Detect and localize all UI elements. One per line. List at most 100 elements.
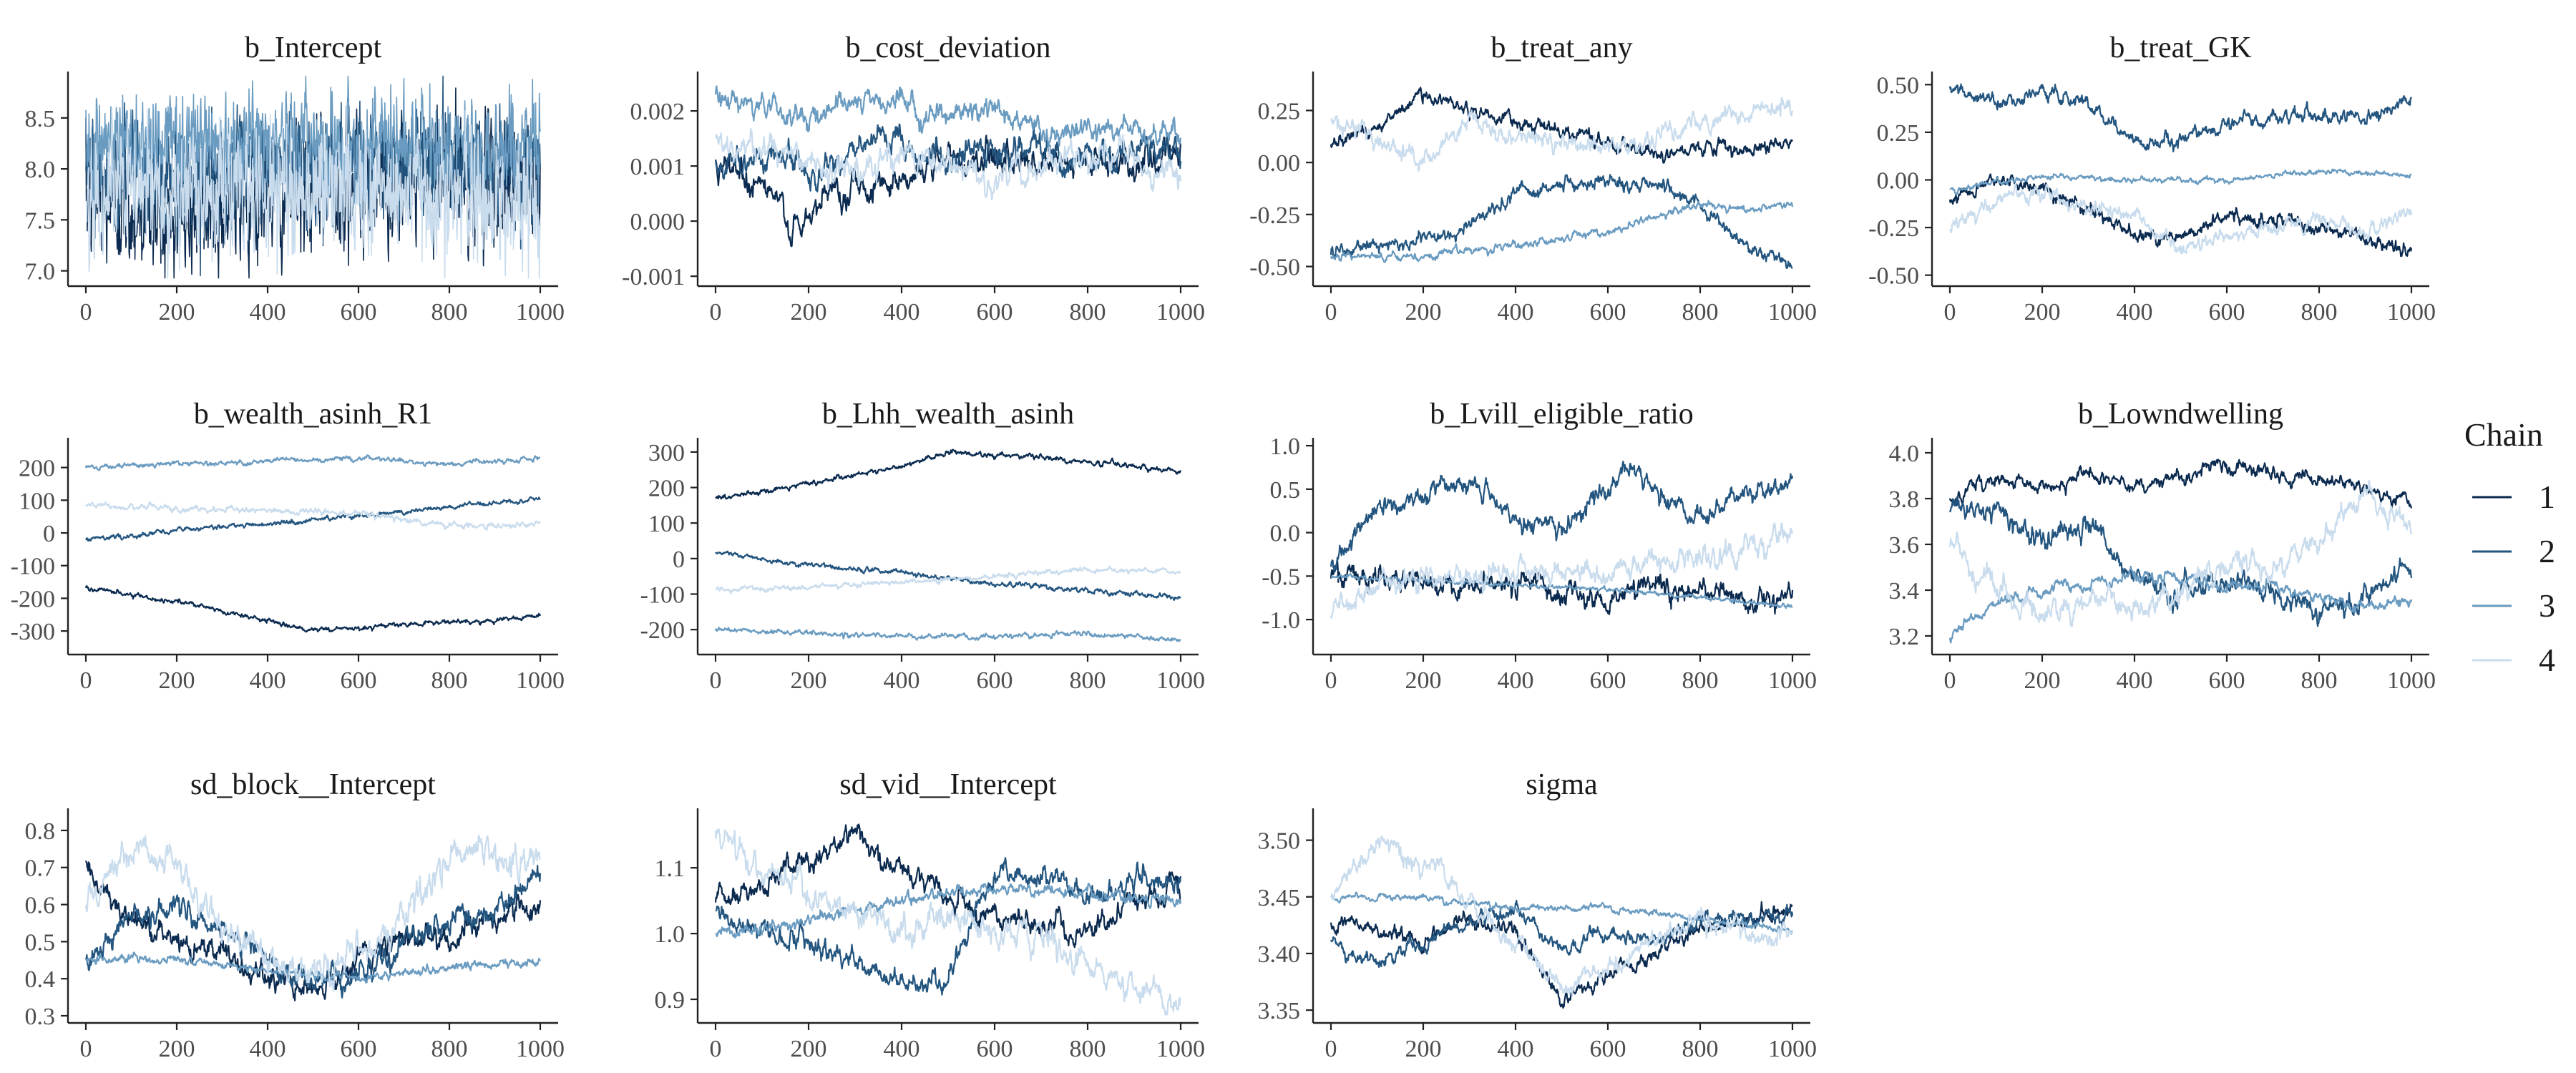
trace-lines xyxy=(714,823,1182,1016)
y-tick-label: 8.5 xyxy=(25,106,56,132)
chain-3-trace xyxy=(1330,573,1793,609)
x-tick-label: 1000 xyxy=(516,1036,565,1062)
y-tick-label: 0.00 xyxy=(1877,167,1920,194)
trace-lines xyxy=(1948,83,2413,258)
x-tick-label: 800 xyxy=(1682,1036,1719,1062)
x-tick-label: 600 xyxy=(2209,299,2245,325)
chain-4-trace xyxy=(715,127,1182,201)
chain-4-trace xyxy=(1330,836,1793,996)
panel-title: b_Intercept xyxy=(245,31,382,64)
x-tick-label: 600 xyxy=(1590,1036,1626,1062)
x-tick-label: 1000 xyxy=(516,667,565,694)
chain-2-trace xyxy=(84,864,542,999)
y-tick-label: -0.50 xyxy=(1868,263,1919,290)
y-tick-label: 7.0 xyxy=(25,259,56,285)
x-tick-label: 400 xyxy=(250,1036,286,1062)
chain-4-trace xyxy=(715,565,1181,594)
chain-3-trace xyxy=(1330,200,1794,263)
y-tick-label: 0.3 xyxy=(25,1004,56,1030)
chain-1-trace xyxy=(715,449,1182,500)
x-tick-label: 400 xyxy=(250,299,286,325)
chain-4-trace xyxy=(1949,182,2413,255)
legend-label: 3 xyxy=(2539,587,2555,624)
panel-title: b_wealth_asinh_R1 xyxy=(194,398,433,431)
x-tick-label: 800 xyxy=(2301,667,2338,694)
panel-title: b_cost_deviation xyxy=(846,31,1051,64)
x-tick-label: 200 xyxy=(159,299,195,325)
y-tick-label: 4.0 xyxy=(1889,441,1920,467)
y-tick-label: -300 xyxy=(11,619,55,645)
trace-lines xyxy=(714,85,1182,248)
y-tick-label: 0.6 xyxy=(25,893,56,919)
y-tick-label: 200 xyxy=(19,456,55,482)
x-tick-label: 400 xyxy=(250,667,286,694)
y-tick-label: 3.35 xyxy=(1258,998,1301,1024)
x-tick-label: 600 xyxy=(977,667,1013,694)
x-tick-label: 600 xyxy=(2209,667,2245,694)
chain-2-trace xyxy=(1330,174,1793,269)
y-tick-label: 3.40 xyxy=(1258,941,1301,968)
legend-label: 1 xyxy=(2539,479,2555,515)
x-tick-label: 200 xyxy=(1405,299,1442,325)
y-tick-label: 0.5 xyxy=(25,929,56,956)
x-tick-label: 1000 xyxy=(1768,667,1817,694)
y-tick-label: 0.0 xyxy=(1270,521,1301,547)
chain-3-trace xyxy=(1949,168,2412,195)
y-tick-label: 100 xyxy=(648,511,685,537)
x-tick-label: 0 xyxy=(710,667,722,694)
trace-lines xyxy=(1948,459,2413,644)
x-tick-label: 400 xyxy=(2117,667,2153,694)
chain-2-trace xyxy=(1330,899,1794,969)
trace-panel: b_treat_GK 0 200 400 600 800 1000 -0.50 -0.25 0.0… xyxy=(1868,31,2436,325)
panel-title: sd_vid__Intercept xyxy=(839,768,1057,801)
x-tick-label: 200 xyxy=(1405,667,1442,694)
y-tick-label: 100 xyxy=(19,488,55,514)
y-tick-label: 7.5 xyxy=(25,207,56,234)
y-tick-label: 0.25 xyxy=(1258,98,1301,124)
x-tick-label: 200 xyxy=(1405,1036,1442,1062)
y-tick-label: 1.1 xyxy=(655,856,686,882)
trace-lines xyxy=(714,449,1182,642)
x-tick-label: 1000 xyxy=(1156,1036,1205,1062)
x-tick-label: 1000 xyxy=(516,299,565,325)
y-tick-label: -200 xyxy=(11,586,55,612)
trace-panel: b_cost_deviation 0 200 400 600 800 1000 -0.001 0… xyxy=(622,31,1205,325)
chain-1-trace xyxy=(1948,173,2413,258)
y-tick-label: -100 xyxy=(11,554,55,580)
x-tick-label: 800 xyxy=(431,667,468,694)
x-tick-label: 800 xyxy=(1682,299,1719,325)
panel-title: b_treat_any xyxy=(1491,31,1632,64)
y-tick-label: 0.50 xyxy=(1877,72,1920,99)
trace-lines xyxy=(1330,87,1794,269)
x-tick-label: 600 xyxy=(341,299,377,325)
chain-3-trace xyxy=(1330,891,1793,935)
legend-title: Chain xyxy=(2464,416,2543,453)
y-tick-label: 0.4 xyxy=(25,966,56,993)
legend-items: 1 2 3 4 xyxy=(2472,479,2555,678)
x-tick-label: 600 xyxy=(977,299,1013,325)
legend-label: 4 xyxy=(2539,642,2555,678)
y-tick-label: 0.00 xyxy=(1258,150,1301,177)
trace-panel: sd_block__Intercept 0 200 400 600 800 1000 0.3 0… xyxy=(25,768,565,1062)
chain-3-trace xyxy=(84,454,541,471)
x-tick-label: 600 xyxy=(1590,667,1626,694)
y-tick-label: -0.5 xyxy=(1262,564,1300,590)
x-tick-label: 400 xyxy=(884,299,920,325)
y-tick-label: 8.0 xyxy=(25,157,56,183)
y-tick-label: 3.2 xyxy=(1889,624,1920,650)
y-tick-label: 1.0 xyxy=(655,921,686,948)
chain-4-trace xyxy=(714,828,1182,1016)
panel-title: sd_block__Intercept xyxy=(190,768,436,801)
y-tick-label: -200 xyxy=(640,617,685,644)
chain-2-trace xyxy=(85,496,541,542)
y-tick-label: 0 xyxy=(43,521,55,547)
chain-3-trace xyxy=(715,883,1182,939)
x-tick-label: 600 xyxy=(1590,299,1626,325)
y-tick-label: 0 xyxy=(673,547,685,573)
y-tick-label: 0.7 xyxy=(25,856,56,882)
trace-lines xyxy=(84,834,542,1001)
trace-lines xyxy=(1330,836,1794,1009)
y-tick-label: 3.4 xyxy=(1889,578,1920,604)
chain-2-trace xyxy=(1948,83,2412,152)
chain-2-trace xyxy=(715,857,1182,996)
